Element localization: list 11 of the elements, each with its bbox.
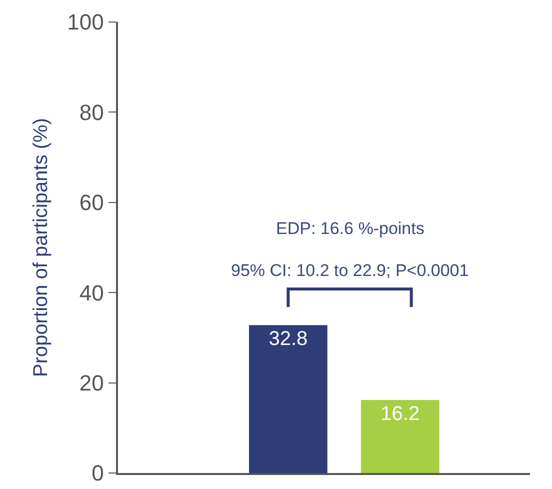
y-tick-label: 40	[79, 280, 104, 306]
annotation: EDP: 16.6 %-points	[276, 219, 424, 238]
y-tick-label: 100	[67, 10, 104, 35]
y-tick-label: 60	[79, 190, 104, 216]
y-tick-label: 0	[92, 460, 104, 486]
y-tick-label: 80	[79, 100, 104, 125]
annotation: 95% CI: 10.2 to 22.9; P<0.0001	[231, 261, 469, 280]
y-tick-label: 20	[79, 370, 104, 396]
data-label: 32.8	[268, 328, 308, 350]
y-axis-title: Proportion of participants (%)	[30, 118, 52, 378]
data-label: 16.2	[380, 402, 420, 425]
